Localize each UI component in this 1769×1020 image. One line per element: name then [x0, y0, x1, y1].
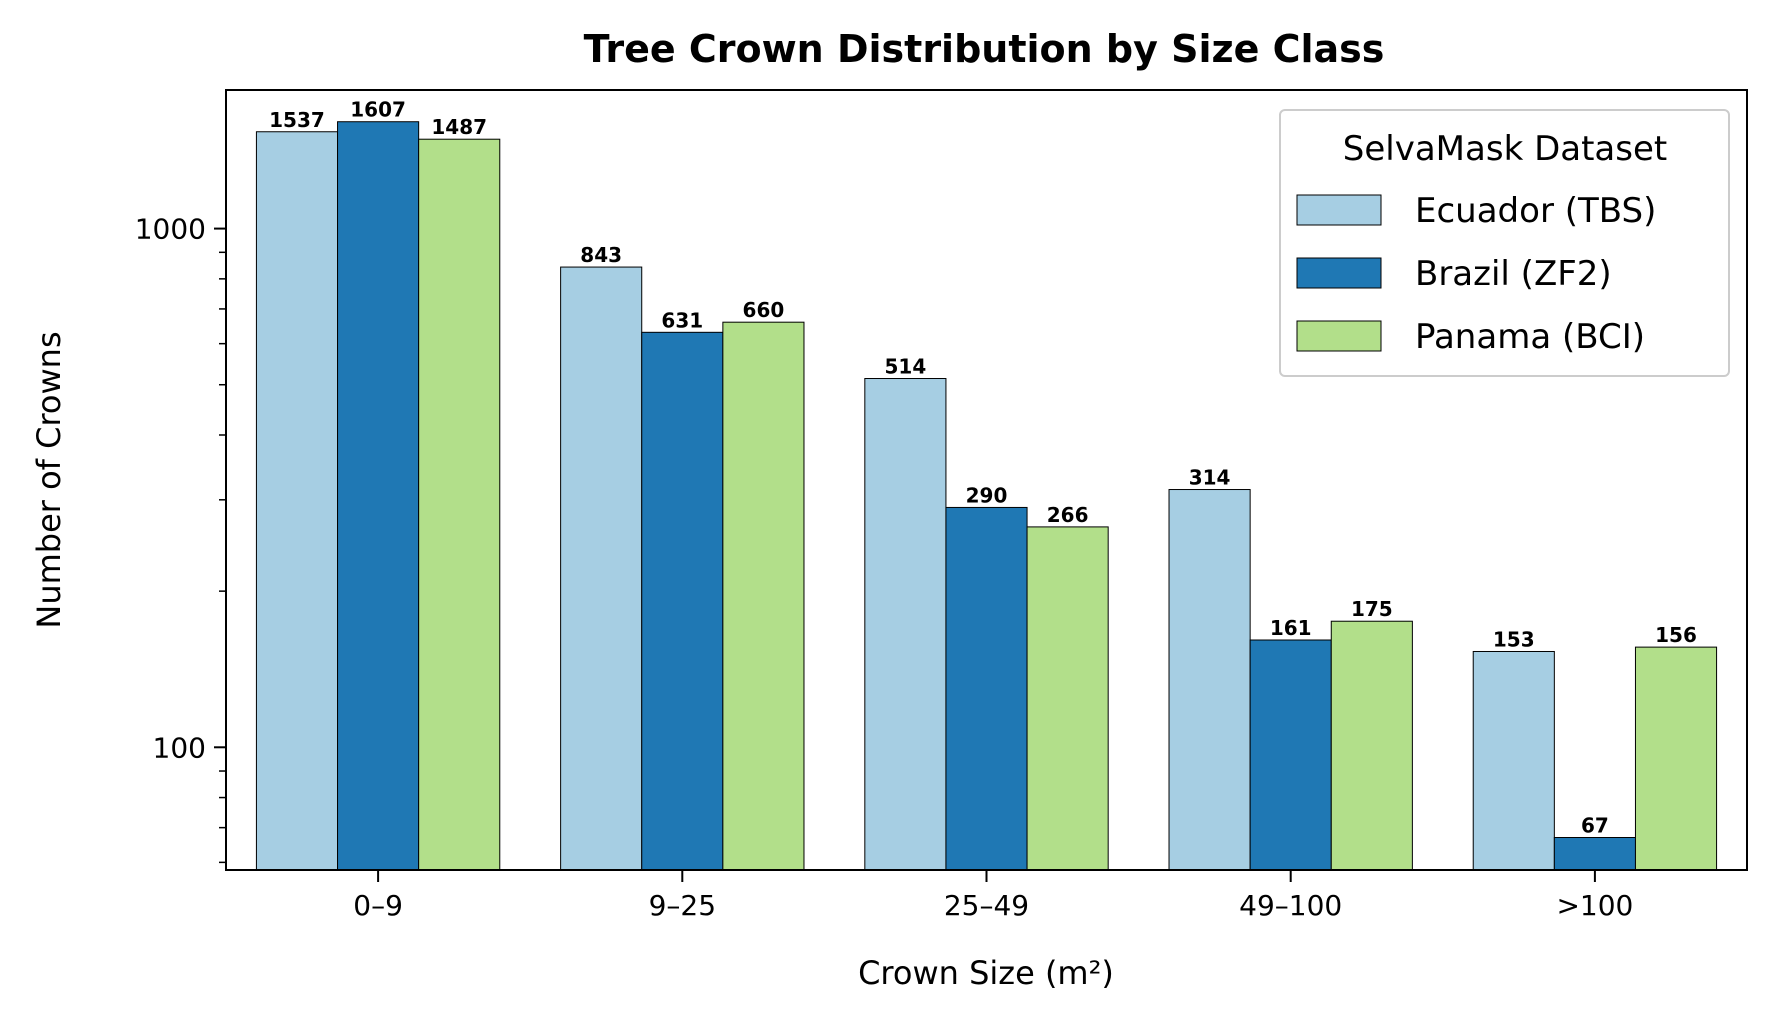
bar-2-4 [1634, 646, 1718, 871]
data-label-2-1: 660 [743, 298, 785, 322]
bar-0-4 [1472, 650, 1555, 871]
y-tick-label: 1000 [135, 213, 206, 246]
data-label-1-3: 161 [1270, 616, 1312, 640]
bar-1-0 [337, 121, 420, 871]
bar-2-0 [418, 138, 501, 871]
data-label-0-4: 153 [1493, 627, 1535, 651]
bar-2-3 [1330, 620, 1413, 871]
data-label-0-1: 843 [580, 243, 622, 267]
legend: SelvaMask Dataset Ecuador (TBS) Brazil (… [1279, 109, 1730, 377]
data-label-0-0: 1537 [269, 108, 325, 132]
bar-0-3 [1168, 489, 1251, 871]
x-tick-label: 49–100 [1239, 889, 1342, 922]
bar-1-1 [641, 331, 724, 871]
data-label-1-0: 1607 [350, 98, 406, 122]
bar-1-3 [1249, 639, 1332, 871]
x-axis-label: Crown Size (m²) [858, 954, 1114, 992]
x-tick-label: 25–49 [944, 889, 1029, 922]
bar-0-2 [864, 378, 947, 871]
plot-area: 1537 843 514 314 153 1607 631 290 161 67 1487 660 26… [255, 98, 1718, 871]
data-label-0-2: 514 [885, 355, 927, 379]
x-tick-label: 0–9 [353, 889, 403, 922]
legend-label-panama: Panama (BCI) [1415, 317, 1645, 357]
x-tick-label: >100 [1556, 889, 1633, 922]
bar-2-1 [722, 321, 805, 871]
bar-1-2 [945, 506, 1028, 871]
legend-swatch-brazil [1296, 257, 1382, 289]
legend-title: SelvaMask Dataset [1343, 129, 1667, 169]
legend-box [1279, 109, 1730, 377]
chart-title: Tree Crown Distribution by Size Class [584, 27, 1385, 71]
legend-label-ecuador: Ecuador (TBS) [1415, 191, 1656, 231]
data-label-2-4: 156 [1655, 623, 1697, 647]
data-label-1-1: 631 [661, 308, 703, 332]
x-axis: 0–9 9–25 25–49 49–100 >100 [353, 870, 1633, 922]
bar-2-2 [1026, 526, 1109, 871]
data-label-2-3: 175 [1351, 597, 1393, 621]
y-tick-label: 100 [153, 731, 206, 764]
data-label-0-3: 314 [1189, 466, 1231, 490]
data-label-2-2: 266 [1047, 503, 1089, 527]
bar-1-4 [1553, 837, 1636, 871]
legend-swatch-panama [1296, 320, 1382, 352]
x-tick-label: 9–25 [649, 889, 716, 922]
data-label-1-4: 67 [1581, 814, 1609, 838]
bar-0-0 [255, 131, 339, 871]
y-axis-label: Number of Crowns [30, 331, 68, 628]
bar-0-1 [560, 266, 643, 871]
data-label-2-0: 1487 [431, 115, 487, 139]
data-label-1-2: 290 [966, 483, 1008, 507]
y-axis: 100 1000 [135, 213, 226, 864]
legend-label-brazil: Brazil (ZF2) [1415, 254, 1612, 294]
legend-swatch-ecuador [1296, 194, 1382, 226]
